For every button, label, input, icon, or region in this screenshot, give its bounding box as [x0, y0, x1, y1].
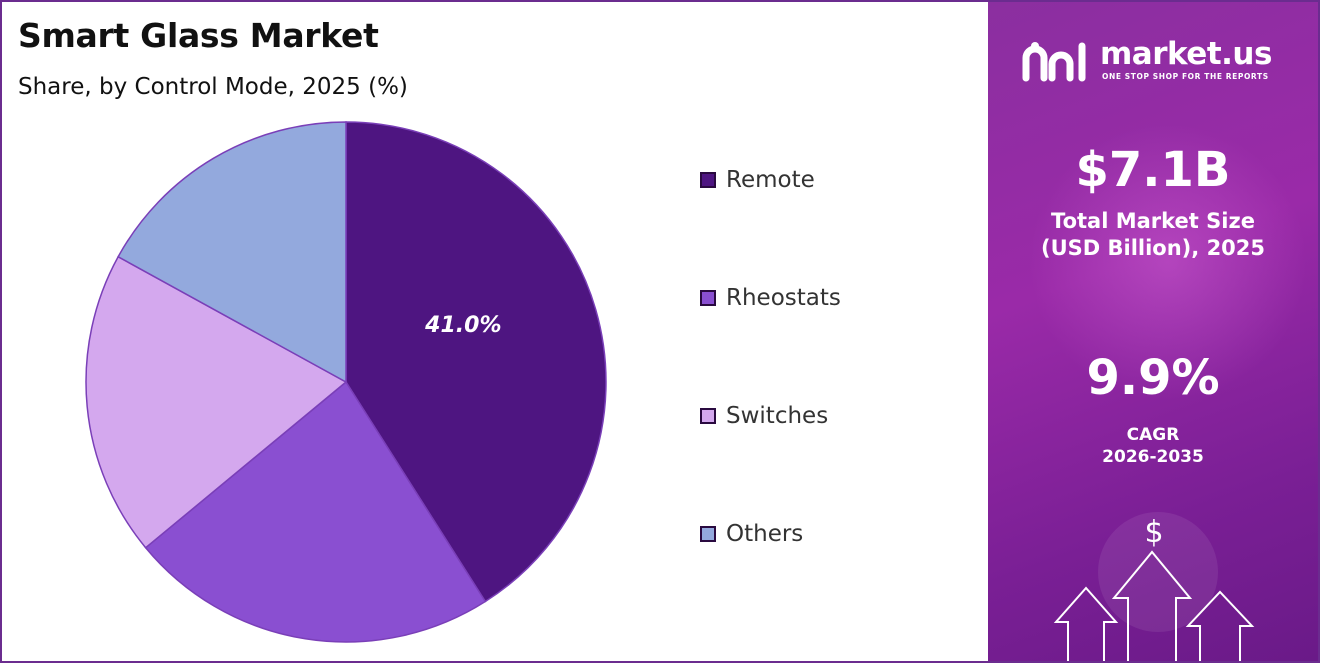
dollar-icon: $	[1144, 515, 1163, 550]
legend-swatch-remote	[700, 172, 716, 188]
summary-panel: market.us ONE STOP SHOP FOR THE REPORTS …	[988, 2, 1318, 661]
chart-title: Smart Glass Market	[18, 16, 379, 55]
pie-chart: 41.0%	[85, 121, 607, 643]
market-size-label-line1: Total Market Size	[1051, 209, 1255, 233]
market-size-label: Total Market Size (USD Billion), 2025	[988, 208, 1318, 263]
legend-item-remote: Remote	[700, 162, 940, 198]
data-label-remote: 41.0%	[424, 313, 501, 338]
brand-tagline: ONE STOP SHOP FOR THE REPORTS	[1102, 72, 1269, 81]
legend-label-remote: Remote	[726, 167, 815, 193]
market-us-logo-icon	[1022, 42, 1086, 82]
legend-label-others: Others	[726, 521, 804, 547]
cagr-label-line1: CAGR	[1126, 425, 1180, 445]
legend-item-rheostats: Rheostats	[700, 280, 940, 316]
pie-slice-others	[117, 121, 347, 384]
legend-swatch-rheostats	[700, 290, 716, 306]
chart-subtitle: Share, by Control Mode, 2025 (%)	[18, 74, 408, 100]
brand-logo: market.us ONE STOP SHOP FOR THE REPORTS	[1022, 36, 1292, 88]
market-size-value: $7.1B	[1075, 142, 1231, 198]
pie-slice-rheostats	[144, 380, 487, 643]
background-glow	[1028, 122, 1308, 402]
legend-label-switches: Switches	[726, 403, 829, 429]
chart-panel: Smart Glass Market Share, by Control Mod…	[2, 2, 986, 661]
legend-label-rheostats: Rheostats	[726, 285, 841, 311]
cagr-label-line2: 2026-2035	[1102, 447, 1204, 468]
legend-item-switches: Switches	[700, 398, 940, 434]
brand-name: market.us	[1100, 36, 1272, 72]
arrow-up-icon	[1053, 550, 1255, 661]
cagr-label: CAGR 2026-2035	[988, 424, 1318, 468]
cagr-value: 9.9%	[1086, 350, 1220, 406]
legend-item-others: Others	[700, 516, 940, 552]
pie-slice-switches	[85, 255, 348, 549]
pie-slice-remote	[345, 121, 607, 603]
market-size-label-line2: (USD Billion), 2025	[1040, 236, 1266, 261]
legend-swatch-others	[700, 526, 716, 542]
growth-arrows-illustration: $	[1053, 512, 1255, 661]
legend-swatch-switches	[700, 408, 716, 424]
